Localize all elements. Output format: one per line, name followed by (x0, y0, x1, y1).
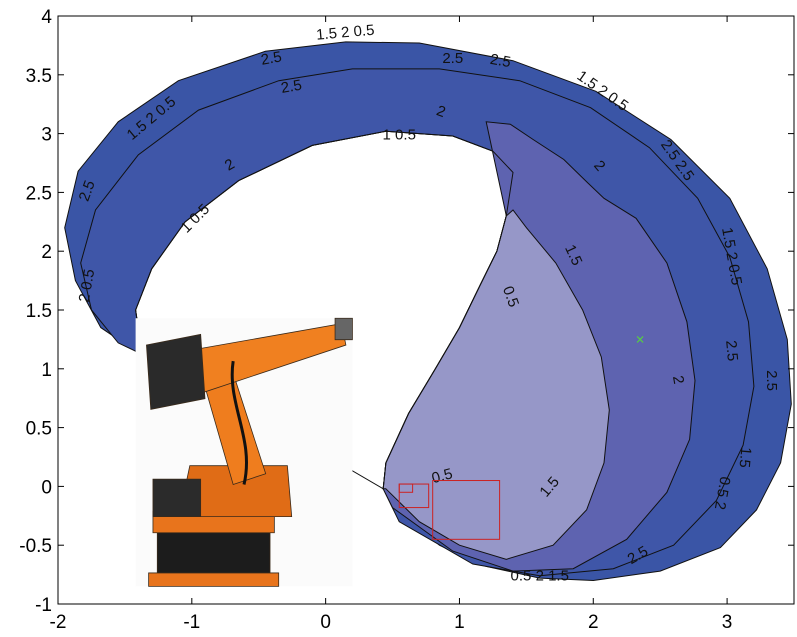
robot-motor-pack (152, 478, 202, 518)
contour-label-8: 1 0.5 (383, 126, 416, 143)
y-tick-label-6: 2 (41, 242, 52, 263)
y-tick-label-4: 1 (41, 360, 52, 381)
y-tick-label-3: 0.5 (26, 419, 52, 440)
contour-label-11: 2.5 (76, 178, 99, 203)
contour-label-20: 2 (669, 374, 687, 385)
x-tick-label-1: -1 (183, 612, 200, 633)
robot-arm-photo (135, 317, 353, 587)
highlight-rect-1 (398, 483, 430, 509)
y-axis: -1 -0.5 0 0.5 1 1.5 2 2.5 3 3.5 4 (19, 7, 794, 616)
contour-label-22: 0.5 2 (711, 475, 734, 511)
highlight-rectangles (398, 480, 501, 540)
contour-label-2: 2.5 (442, 50, 463, 67)
x-tick-label-3: 1 (454, 612, 465, 633)
contour-label-3: 2.5 (489, 51, 512, 71)
y-tick-label-5: 1.5 (26, 301, 52, 322)
y-tick-label-7: 2.5 (26, 183, 52, 204)
contour-label-4: 2.5 (280, 77, 303, 97)
contour-label-21: 1.5 (736, 446, 755, 468)
x-tick-label-0: -2 (50, 612, 67, 633)
contour-label-18: 2.5 (722, 340, 741, 362)
x-tick-label-2: 0 (320, 612, 331, 633)
x-tick-label-4: 2 (588, 612, 599, 633)
x-axis: -2 -1 0 1 2 3 (50, 16, 733, 633)
y-tick-label-0: -1 (35, 595, 52, 616)
contour-bands (64, 41, 792, 582)
marker-x (636, 335, 644, 343)
contour-label-17: 0.5 (499, 284, 522, 309)
y-tick-label-9: 3.5 (26, 66, 52, 87)
y-tick-label-2: 0 (41, 477, 52, 498)
contour-label-19: 2.5 (763, 370, 780, 391)
y-tick-label-8: 3 (41, 125, 52, 146)
contour-label-24: 0.5 (430, 465, 455, 487)
x-tick-label-5: 3 (722, 612, 733, 633)
robot-wrist (334, 317, 353, 341)
contour-label-0: 1.5 2 0.5 (315, 22, 375, 44)
contour-label-1: 2.5 (260, 48, 283, 68)
y-tick-label-1: -0.5 (19, 536, 52, 557)
highlight-rect-2 (432, 480, 501, 540)
robot-counterweight (146, 333, 206, 410)
inner-boundary (135, 130, 514, 490)
robot-base-plate (148, 572, 280, 587)
y-tick-label-10: 4 (41, 7, 52, 28)
contour-label-26: 0.5 2 1.5 (511, 567, 569, 584)
robot-cable (230, 360, 249, 485)
contour-label-16: 2 0.5 (76, 268, 99, 304)
marker-point (636, 335, 644, 343)
